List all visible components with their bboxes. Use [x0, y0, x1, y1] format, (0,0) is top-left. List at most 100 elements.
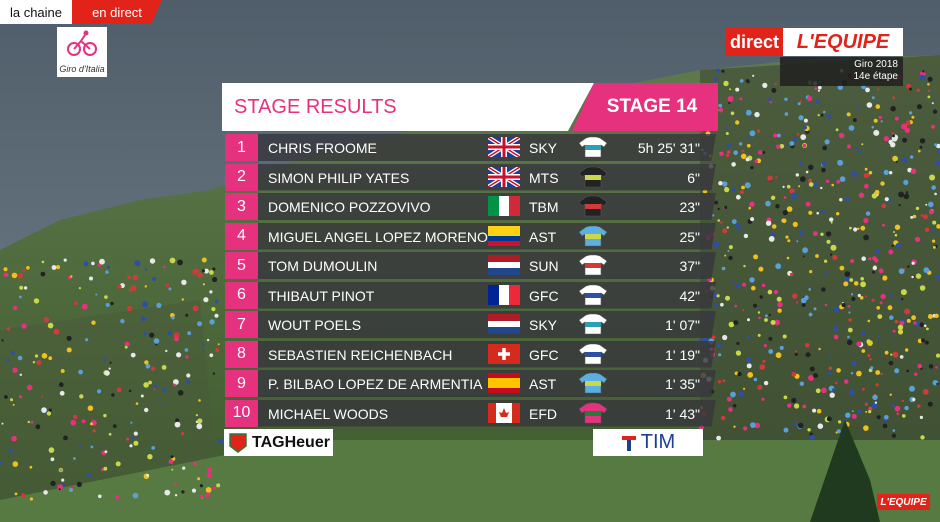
spectator — [921, 338, 925, 343]
watermark: L'EQUIPE — [877, 494, 930, 510]
spectator — [700, 130, 703, 133]
spectator — [169, 257, 176, 264]
spectator — [43, 490, 48, 495]
spectator — [145, 364, 151, 369]
spectator — [106, 265, 110, 269]
spectator — [197, 477, 201, 481]
spectator — [815, 388, 821, 394]
team-jersey — [578, 402, 608, 424]
flag — [486, 135, 522, 159]
rider-name: MICHAEL WOODS — [268, 405, 389, 422]
jersey-graphic — [578, 136, 608, 158]
team-code: MTS — [529, 169, 559, 186]
spectator — [809, 366, 815, 372]
jersey-graphic — [578, 284, 608, 305]
spectator — [871, 298, 875, 302]
spectator — [743, 264, 746, 268]
spectator — [1, 339, 4, 342]
spectator — [140, 316, 146, 322]
spectator — [880, 120, 883, 123]
spectator — [928, 209, 934, 215]
spectator — [919, 145, 923, 149]
spectator — [144, 285, 147, 288]
spectator — [936, 149, 940, 154]
spectator — [793, 423, 798, 427]
spectator — [731, 189, 734, 192]
spectator — [794, 350, 798, 353]
rider-name: P. BILBAO LOPEZ DE ARMENTIA — [268, 376, 483, 392]
spectator — [735, 120, 740, 125]
spectator — [209, 353, 214, 358]
spectator — [17, 273, 24, 279]
row-background — [258, 281, 716, 309]
spectator — [924, 340, 929, 345]
spectator — [144, 407, 149, 413]
spectator — [108, 367, 111, 370]
spectator — [742, 282, 747, 287]
spectator — [802, 255, 805, 258]
spectator — [909, 111, 913, 115]
spectator — [120, 319, 125, 324]
spectator — [821, 161, 827, 167]
spectator — [753, 254, 759, 260]
spectator — [193, 462, 197, 466]
spectator — [897, 329, 904, 335]
spectator — [130, 421, 133, 424]
spectator — [874, 401, 878, 404]
spectator — [898, 191, 905, 198]
spectator — [807, 428, 811, 432]
spectator — [185, 313, 189, 317]
spectator — [916, 104, 923, 110]
spectator — [192, 305, 199, 312]
spectator — [103, 357, 107, 361]
spectator — [894, 368, 900, 374]
spectator — [838, 132, 845, 139]
spectator — [784, 97, 788, 102]
spectator — [750, 422, 756, 428]
live-label: en direct — [72, 0, 162, 24]
rank-box: 1 — [225, 134, 258, 161]
spectator — [844, 276, 850, 282]
spectator — [865, 295, 868, 298]
rider-name: WOUT POELS — [268, 317, 362, 333]
spectator — [829, 392, 835, 398]
spectator — [205, 487, 212, 493]
spectator — [41, 407, 47, 413]
spectator — [90, 422, 93, 426]
spectator — [206, 338, 210, 342]
spectator — [151, 446, 156, 450]
spectator — [739, 142, 743, 146]
spectator — [894, 319, 899, 324]
spectator — [143, 331, 147, 335]
spectator — [858, 192, 865, 199]
spectator — [763, 344, 768, 348]
spectator — [182, 466, 186, 470]
spectator — [808, 288, 811, 291]
spectator — [861, 331, 866, 336]
spectator — [769, 101, 772, 104]
spectator — [931, 124, 935, 129]
spectator — [882, 223, 886, 227]
spectator — [11, 435, 17, 442]
spectator — [209, 290, 213, 294]
spectator — [751, 285, 756, 291]
spectator — [173, 379, 179, 385]
spectator — [17, 355, 23, 361]
spectator — [771, 224, 777, 229]
spectator — [756, 129, 761, 133]
spectator — [140, 394, 144, 398]
spectator — [768, 97, 772, 102]
spectator — [717, 343, 722, 348]
flag — [488, 314, 520, 334]
rank-box: 4 — [225, 222, 258, 250]
jersey-graphic — [578, 254, 608, 276]
spectator — [95, 293, 98, 296]
spectator — [725, 132, 729, 135]
spectator — [21, 323, 27, 329]
spectator — [115, 461, 121, 467]
spectator — [79, 394, 84, 399]
spectator — [866, 102, 873, 108]
spectator — [903, 193, 910, 200]
spectator — [783, 196, 787, 199]
flag-graphic — [488, 314, 520, 334]
